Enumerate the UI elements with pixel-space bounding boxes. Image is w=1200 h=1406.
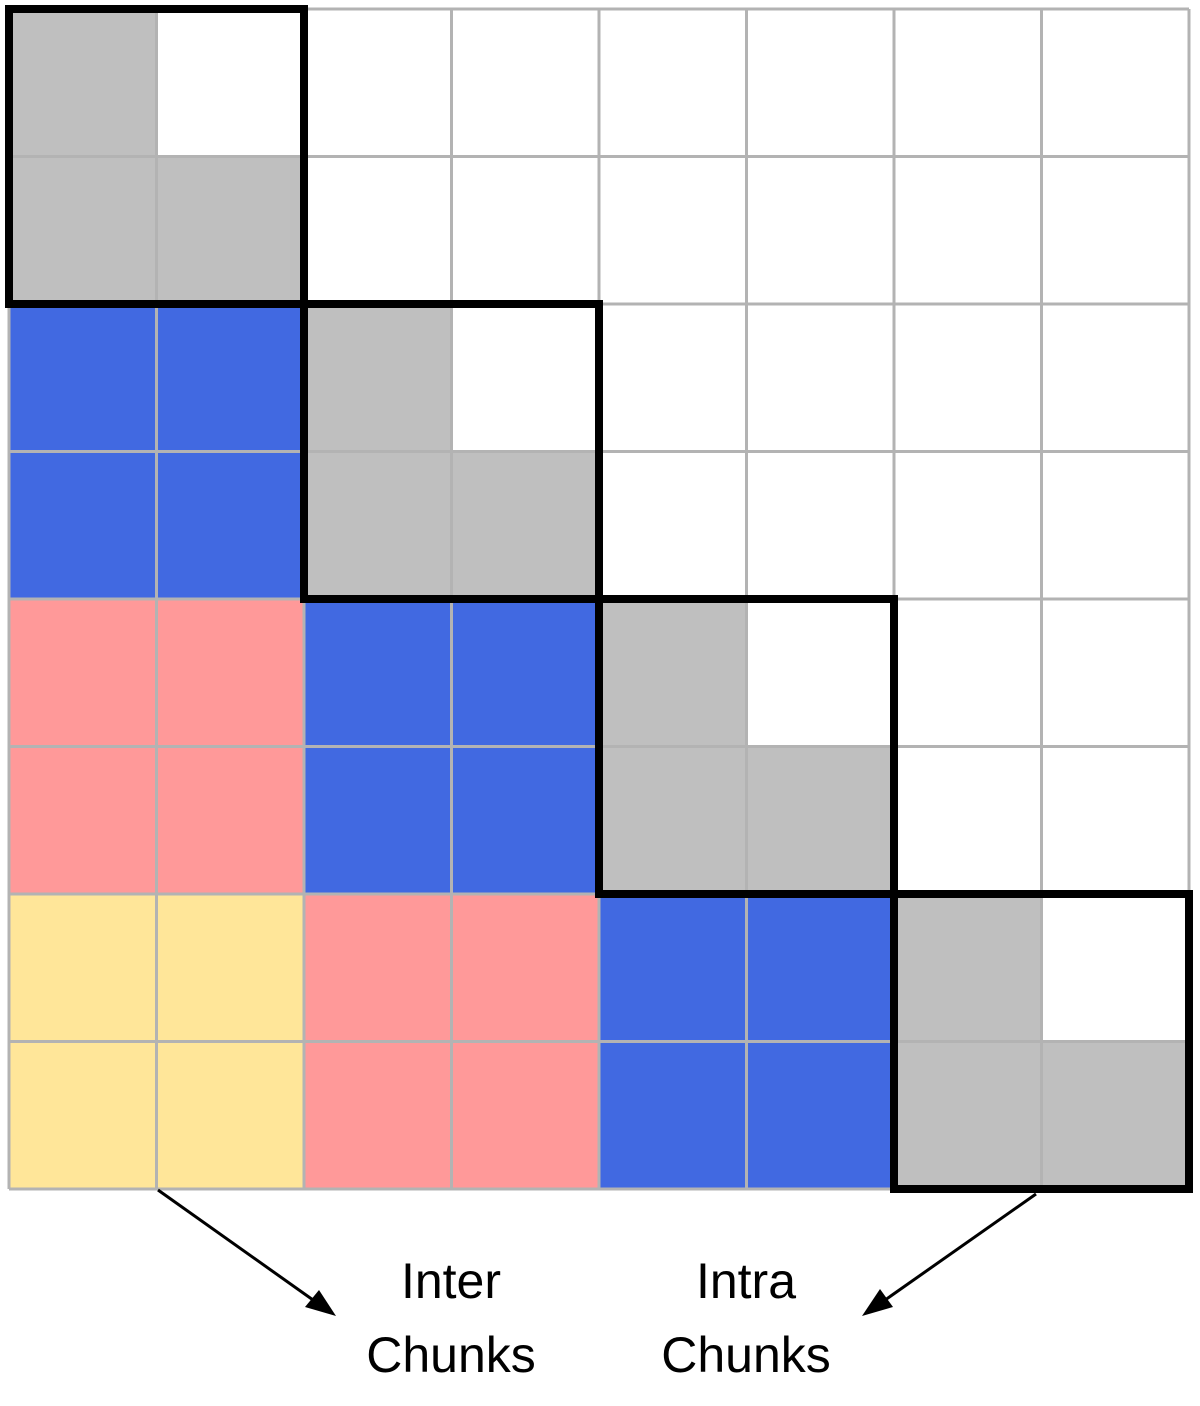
grid-cell-white — [894, 9, 1042, 157]
grid-cell-white — [451, 156, 599, 304]
grid-cell-pink — [156, 599, 304, 747]
grid-cell-white — [451, 304, 599, 452]
grid-cell-yellow — [9, 1041, 157, 1189]
grid-cell-blue — [599, 1041, 747, 1189]
inter-chunks-label-line2: Chunks — [366, 1327, 536, 1383]
grid-cell-blue — [156, 304, 304, 452]
grid-cell-white — [451, 9, 599, 157]
grid-cell-gray — [156, 156, 304, 304]
grid-cell-white — [1041, 599, 1189, 747]
grid-cell-white — [599, 156, 747, 304]
grid-cell-white — [304, 9, 452, 157]
intra-chunks-arrowhead — [862, 1289, 893, 1316]
grid-cell-white — [1041, 156, 1189, 304]
grid-cell-gray — [1041, 1041, 1189, 1189]
grid-cell-white — [894, 746, 1042, 894]
grid-cell-white — [1041, 304, 1189, 452]
grid-cell-white — [1041, 894, 1189, 1042]
attention-grid — [9, 9, 1189, 1189]
grid-cell-white — [746, 156, 894, 304]
grid-cell-white — [1041, 451, 1189, 599]
grid-cell-white — [1041, 746, 1189, 894]
grid-cell-white — [156, 9, 304, 157]
grid-cell-gray — [894, 1041, 1042, 1189]
intra-chunk-outline — [300, 300, 603, 603]
intra-chunks-label-line1: Intra — [696, 1253, 796, 1309]
grid-cell-pink — [156, 746, 304, 894]
grid-cell-gray — [451, 451, 599, 599]
grid-cell-gray — [9, 156, 157, 304]
inter-chunks-label-line1: Inter — [401, 1253, 501, 1309]
intra-chunk-outline — [595, 595, 898, 898]
grid-cell-blue — [451, 599, 599, 747]
grid-cell-blue — [746, 894, 894, 1042]
grid-cell-gray — [599, 746, 747, 894]
grid-cell-white — [746, 451, 894, 599]
grid-cell-yellow — [156, 894, 304, 1042]
grid-cell-gray — [9, 9, 157, 157]
grid-cell-pink — [9, 746, 157, 894]
inter-chunks-arrow — [157, 1188, 331, 1314]
grid-cell-white — [304, 156, 452, 304]
grid-cell-yellow — [156, 1041, 304, 1189]
grid-cell-gray — [894, 894, 1042, 1042]
grid-cell-blue — [156, 451, 304, 599]
grid-cell-pink — [451, 1041, 599, 1189]
inter-chunks-arrowhead — [305, 1290, 336, 1316]
grid-cell-blue — [599, 894, 747, 1042]
grid-cell-gray — [599, 599, 747, 747]
grid-cell-white — [894, 599, 1042, 747]
intra-chunk-outline — [5, 5, 308, 308]
grid-cell-white — [894, 451, 1042, 599]
grid-cell-blue — [9, 451, 157, 599]
grid-cell-gray — [304, 451, 452, 599]
grid-cell-gray — [304, 304, 452, 452]
grid-cell-blue — [304, 599, 452, 747]
grid-cell-pink — [304, 1041, 452, 1189]
intra-chunk-outlines — [5, 5, 1193, 1193]
grid-cell-blue — [451, 746, 599, 894]
grid-cell-pink — [451, 894, 599, 1042]
grid-cell-white — [746, 9, 894, 157]
grid-cell-blue — [304, 746, 452, 894]
grid-cell-white — [1041, 9, 1189, 157]
grid-cell-white — [746, 599, 894, 747]
grid-cell-white — [894, 156, 1042, 304]
grid-cell-gray — [746, 746, 894, 894]
grid-cell-pink — [9, 599, 157, 747]
intra-chunk-outline — [890, 890, 1193, 1193]
grid-cell-white — [599, 304, 747, 452]
grid-cell-pink — [304, 894, 452, 1042]
intra-chunks-arrow — [867, 1192, 1037, 1314]
grid-cell-white — [894, 304, 1042, 452]
grid-cell-white — [599, 451, 747, 599]
grid-cell-white — [599, 9, 747, 157]
grid-cell-blue — [746, 1041, 894, 1189]
intra-chunks-label-line2: Chunks — [661, 1327, 831, 1383]
grid-cell-blue — [9, 304, 157, 452]
grid-cell-white — [746, 304, 894, 452]
grid-cell-yellow — [9, 894, 157, 1042]
